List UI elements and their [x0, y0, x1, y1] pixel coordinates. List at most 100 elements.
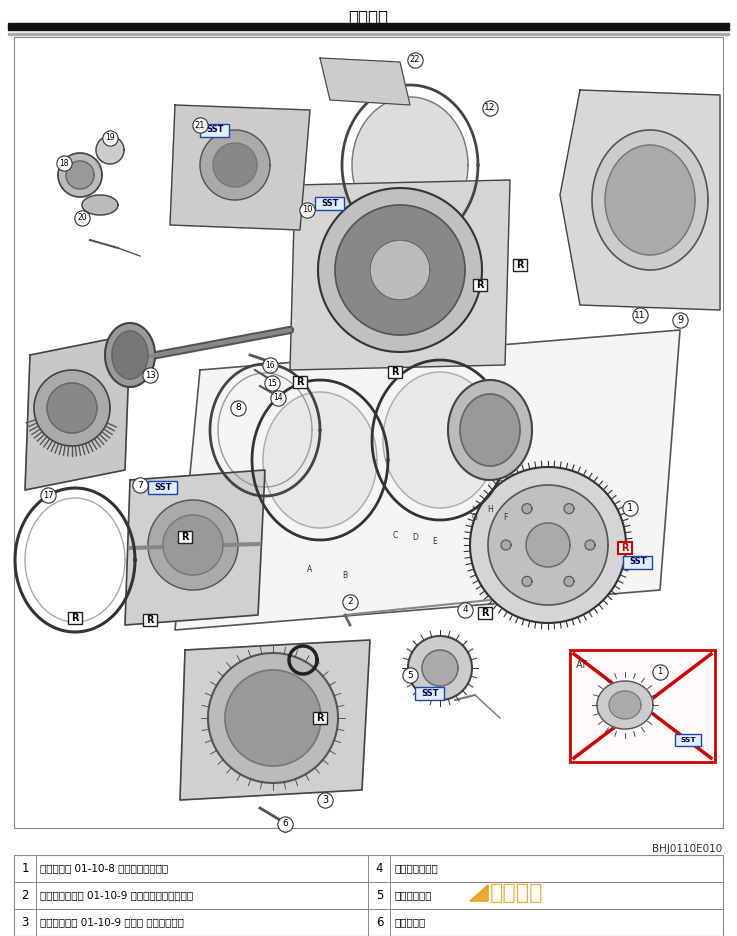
Text: 1: 1 [627, 503, 633, 513]
Text: 12: 12 [484, 104, 496, 112]
Bar [473, 279, 487, 291]
Polygon shape [225, 670, 321, 766]
Text: 16: 16 [265, 360, 275, 370]
FancyBboxPatch shape [416, 686, 444, 699]
Bar [293, 376, 307, 388]
Polygon shape [213, 143, 257, 187]
Polygon shape [125, 470, 265, 625]
Polygon shape [175, 330, 680, 630]
Bar [14, 37, 723, 828]
Polygon shape [501, 540, 511, 550]
Polygon shape [560, 90, 720, 310]
Polygon shape [82, 195, 118, 215]
Text: 20: 20 [77, 213, 87, 223]
Text: 17: 17 [43, 490, 53, 500]
Text: 10: 10 [301, 206, 312, 214]
Text: 5: 5 [376, 889, 383, 902]
Bar [68, 612, 82, 624]
Bar [14, 855, 723, 936]
Text: A: A [307, 565, 312, 575]
Text: 压力调节器: 压力调节器 [394, 917, 426, 928]
Bar [388, 366, 402, 378]
FancyBboxPatch shape [148, 480, 178, 493]
Polygon shape [470, 885, 488, 901]
Text: 2: 2 [347, 597, 353, 607]
Text: SST: SST [154, 482, 172, 491]
Text: 机械部分: 机械部分 [349, 9, 388, 27]
Bar [178, 531, 192, 543]
Text: 1: 1 [657, 667, 663, 677]
Polygon shape [180, 640, 370, 800]
Text: 9: 9 [677, 315, 683, 325]
Text: 后壳体（参看 01-10-9 后壳体 拆卸注释。）: 后壳体（参看 01-10-9 后壳体 拆卸注释。） [40, 917, 184, 928]
Polygon shape [112, 331, 148, 379]
Polygon shape [460, 394, 520, 466]
FancyBboxPatch shape [200, 124, 229, 137]
Bar [8, 23, 729, 30]
Text: C: C [392, 531, 398, 539]
Text: 后部机油密封条: 后部机油密封条 [394, 864, 439, 873]
Text: G: G [472, 514, 478, 522]
Polygon shape [290, 180, 510, 370]
Text: 1: 1 [21, 862, 29, 875]
Polygon shape [163, 515, 223, 575]
Text: 6: 6 [282, 820, 288, 828]
Polygon shape [58, 153, 102, 197]
Text: E: E [433, 537, 437, 547]
Polygon shape [370, 240, 430, 300]
Polygon shape [66, 161, 94, 189]
Text: SST: SST [321, 198, 339, 208]
Text: 19: 19 [105, 134, 115, 142]
Text: 7: 7 [137, 480, 143, 490]
Text: R: R [516, 260, 524, 270]
Text: 2: 2 [21, 889, 29, 902]
Text: R: R [71, 613, 79, 623]
Text: R: R [621, 543, 629, 553]
Polygon shape [170, 105, 310, 230]
Polygon shape [352, 97, 468, 233]
Polygon shape [318, 188, 482, 352]
Polygon shape [335, 205, 465, 335]
FancyBboxPatch shape [315, 197, 344, 210]
Polygon shape [263, 392, 377, 528]
Bar [313, 712, 327, 724]
Polygon shape [96, 136, 124, 164]
Polygon shape [34, 370, 110, 446]
Text: H: H [487, 505, 493, 515]
Polygon shape [597, 681, 653, 729]
Text: 5: 5 [407, 670, 413, 680]
Polygon shape [564, 577, 574, 586]
Polygon shape [25, 335, 130, 490]
Text: 8: 8 [235, 403, 241, 413]
Bar [618, 542, 632, 554]
Text: 3: 3 [21, 916, 29, 929]
Polygon shape [585, 540, 595, 550]
Polygon shape [609, 691, 641, 719]
Text: R: R [481, 608, 489, 618]
Polygon shape [148, 500, 238, 590]
FancyBboxPatch shape [675, 734, 701, 746]
Text: AT: AT [576, 660, 587, 670]
Polygon shape [564, 504, 574, 514]
Text: 18: 18 [59, 158, 69, 168]
Polygon shape [488, 485, 608, 605]
Polygon shape [592, 130, 708, 270]
Text: F: F [503, 514, 507, 522]
Polygon shape [605, 145, 695, 255]
Text: 汽修帮手: 汽修帮手 [490, 883, 543, 903]
Bar [478, 607, 492, 619]
Text: 后部固定齿轮: 后部固定齿轮 [394, 890, 432, 900]
Text: 13: 13 [144, 371, 156, 379]
Text: R: R [146, 615, 154, 625]
Bar [570, 650, 715, 762]
Polygon shape [320, 58, 410, 105]
Bar [513, 259, 527, 271]
Text: 3: 3 [322, 795, 328, 805]
Text: 6: 6 [376, 916, 383, 929]
Text: 14: 14 [273, 393, 283, 402]
Text: 4: 4 [462, 606, 468, 615]
Text: 拉力螺栓（参看 01-10-9 拉力螺栓拆卸注释。）: 拉力螺栓（参看 01-10-9 拉力螺栓拆卸注释。） [40, 890, 193, 900]
Text: 飞轮（参看 01-10-8 飞轮拆卸注释。）: 飞轮（参看 01-10-8 飞轮拆卸注释。） [40, 864, 168, 873]
Text: BHJ0110E010: BHJ0110E010 [652, 844, 722, 854]
Text: SST: SST [206, 125, 224, 135]
